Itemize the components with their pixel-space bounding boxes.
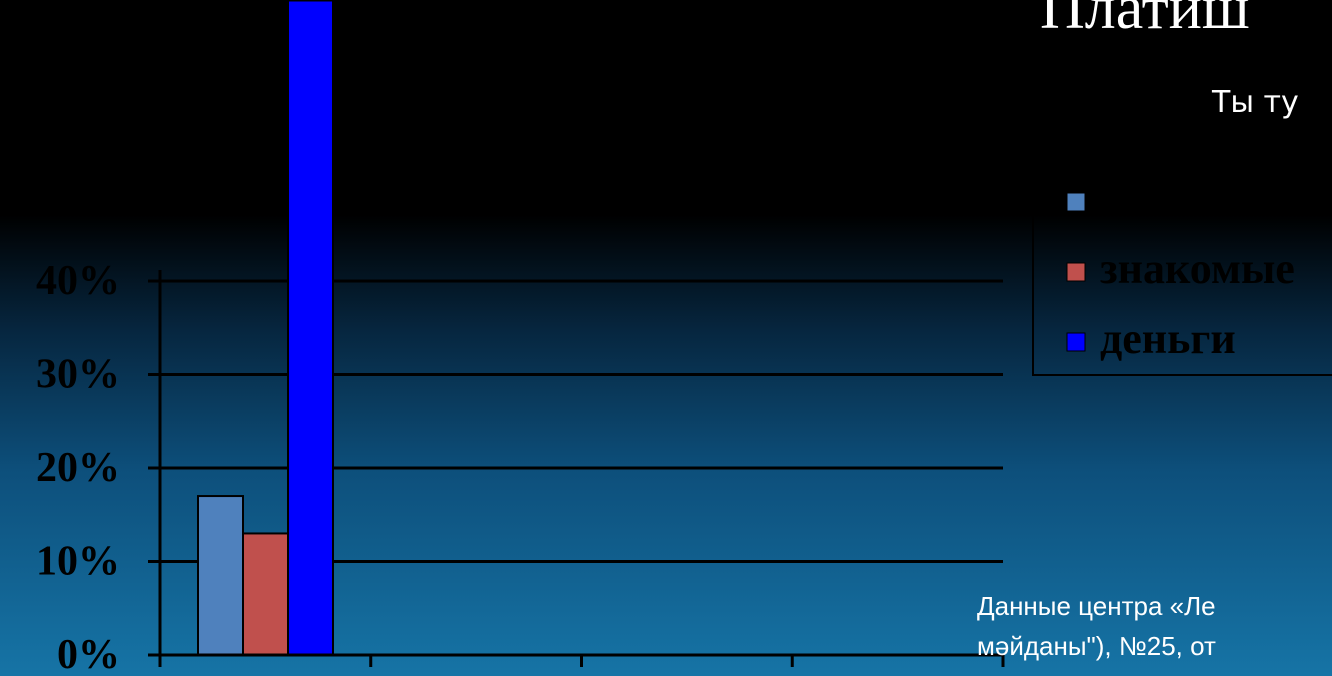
- gridlines: [160, 279, 1003, 563]
- source-note-line1: Данные центра «Ле: [977, 591, 1216, 621]
- legend-swatch: [1066, 262, 1086, 282]
- legend: знакомые деньги: [1032, 149, 1332, 376]
- y-tick-label: 0%: [57, 632, 120, 676]
- x-ticks: [158, 655, 1005, 667]
- y-tick-label: 10%: [36, 539, 120, 585]
- legend-swatch: [1066, 192, 1086, 212]
- chart-title: Платиш: [1040, 0, 1250, 42]
- legend-label: знакомые: [1100, 244, 1295, 293]
- bars: [197, 0, 334, 657]
- source-note-line2: мәйданы"), №25, от: [977, 631, 1216, 661]
- legend-swatch: [1066, 332, 1086, 352]
- axes: [150, 270, 1003, 657]
- legend-items: знакомые деньги: [1066, 192, 1295, 363]
- legend-frame: [1032, 149, 1332, 376]
- y-tick-labels: 0% 10% 20% 30% 40%: [36, 258, 160, 676]
- bar: [287, 0, 334, 656]
- bar: [197, 495, 244, 656]
- bar: [242, 532, 289, 657]
- legend-label: деньги: [1100, 314, 1236, 363]
- chart-subtitle: Ты ту: [1211, 85, 1299, 120]
- y-tick-label: 20%: [36, 445, 120, 491]
- y-tick-label: 30%: [36, 352, 120, 398]
- y-tick-label: 40%: [36, 258, 120, 304]
